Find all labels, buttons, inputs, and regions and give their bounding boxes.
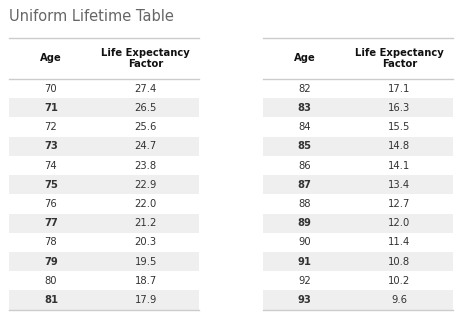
Text: 12.0: 12.0 bbox=[388, 218, 410, 228]
Text: 10.8: 10.8 bbox=[388, 257, 410, 267]
Text: 18.7: 18.7 bbox=[135, 276, 157, 286]
Text: 16.3: 16.3 bbox=[388, 103, 410, 113]
Text: Age: Age bbox=[294, 53, 315, 64]
Text: 23.8: 23.8 bbox=[135, 161, 157, 171]
Text: 71: 71 bbox=[44, 103, 58, 113]
Text: 83: 83 bbox=[298, 103, 311, 113]
Text: Life Expectancy
Factor: Life Expectancy Factor bbox=[101, 48, 190, 69]
Text: 17.9: 17.9 bbox=[135, 295, 157, 305]
Text: 79: 79 bbox=[44, 257, 58, 267]
Text: 74: 74 bbox=[45, 161, 57, 171]
Text: Uniform Lifetime Table: Uniform Lifetime Table bbox=[9, 9, 174, 24]
Text: 9.6: 9.6 bbox=[392, 295, 407, 305]
Text: Life Expectancy
Factor: Life Expectancy Factor bbox=[355, 48, 444, 69]
Text: 26.5: 26.5 bbox=[135, 103, 157, 113]
Text: 90: 90 bbox=[298, 237, 311, 247]
Text: 19.5: 19.5 bbox=[135, 257, 157, 267]
Text: 14.8: 14.8 bbox=[388, 141, 410, 151]
Text: 85: 85 bbox=[298, 141, 311, 151]
Text: 92: 92 bbox=[298, 276, 311, 286]
Text: 75: 75 bbox=[44, 180, 58, 190]
Text: 91: 91 bbox=[298, 257, 311, 267]
Text: 14.1: 14.1 bbox=[388, 161, 410, 171]
Text: 78: 78 bbox=[45, 237, 57, 247]
Text: 13.4: 13.4 bbox=[388, 180, 410, 190]
Text: 20.3: 20.3 bbox=[135, 237, 157, 247]
Text: 93: 93 bbox=[298, 295, 311, 305]
Text: 27.4: 27.4 bbox=[135, 84, 157, 94]
Text: 87: 87 bbox=[298, 180, 311, 190]
Text: 80: 80 bbox=[45, 276, 57, 286]
Text: 77: 77 bbox=[44, 218, 58, 228]
Text: 88: 88 bbox=[298, 199, 311, 209]
Text: 24.7: 24.7 bbox=[135, 141, 157, 151]
Text: 10.2: 10.2 bbox=[388, 276, 410, 286]
Text: 25.6: 25.6 bbox=[135, 122, 157, 132]
Text: 17.1: 17.1 bbox=[388, 84, 410, 94]
Text: 22.9: 22.9 bbox=[135, 180, 157, 190]
Text: 84: 84 bbox=[298, 122, 311, 132]
Text: 70: 70 bbox=[45, 84, 57, 94]
Text: Age: Age bbox=[40, 53, 62, 64]
Text: 82: 82 bbox=[298, 84, 311, 94]
Text: 11.4: 11.4 bbox=[388, 237, 410, 247]
Text: 72: 72 bbox=[45, 122, 57, 132]
Text: 21.2: 21.2 bbox=[135, 218, 157, 228]
Text: 12.7: 12.7 bbox=[388, 199, 410, 209]
Text: 22.0: 22.0 bbox=[135, 199, 157, 209]
Text: 89: 89 bbox=[298, 218, 311, 228]
Text: 76: 76 bbox=[45, 199, 57, 209]
Text: 73: 73 bbox=[44, 141, 58, 151]
Text: 81: 81 bbox=[44, 295, 58, 305]
Text: 15.5: 15.5 bbox=[388, 122, 410, 132]
Text: 86: 86 bbox=[298, 161, 311, 171]
